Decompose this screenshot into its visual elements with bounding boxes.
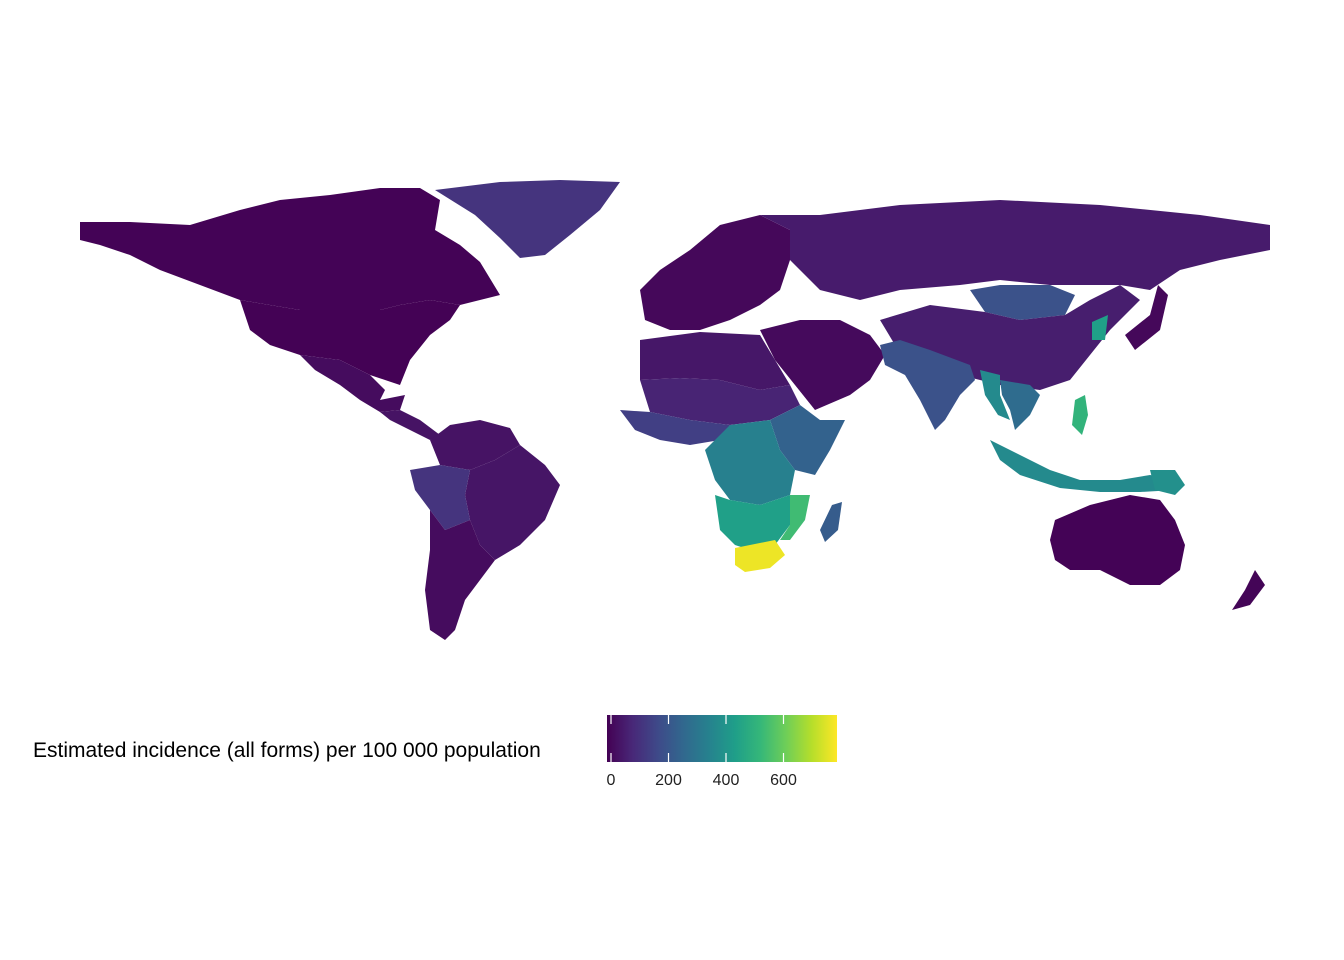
region-east-africa xyxy=(770,405,845,475)
region-central-africa xyxy=(705,420,795,505)
region-argentina-chile xyxy=(425,510,495,640)
legend-colorbar xyxy=(607,715,837,762)
region-greenland xyxy=(435,180,620,258)
region-russia xyxy=(760,200,1270,300)
region-indonesia xyxy=(990,440,1180,492)
region-north-africa xyxy=(640,332,790,390)
legend-tick-labels: 0 200 400 600 xyxy=(607,772,837,792)
region-canada xyxy=(80,188,500,310)
region-new-zealand xyxy=(1232,570,1265,610)
legend-tick-label: 200 xyxy=(655,772,682,789)
region-philippines xyxy=(1072,395,1088,435)
region-india xyxy=(880,340,975,430)
region-south-africa xyxy=(735,540,785,572)
region-middle-east xyxy=(760,320,885,410)
region-sahel xyxy=(640,378,800,425)
legend-tick-label: 400 xyxy=(712,772,740,789)
region-west-africa xyxy=(620,410,730,445)
region-japan xyxy=(1125,285,1168,350)
region-australia xyxy=(1050,495,1185,585)
region-peru-bolivia xyxy=(410,465,470,530)
legend-tick-label: 0 xyxy=(606,772,616,789)
legend-title: Estimated incidence (all forms) per 100 … xyxy=(33,739,541,762)
region-united-states xyxy=(240,300,460,385)
region-colombia-venezuela xyxy=(430,420,520,470)
legend-tick-label: 600 xyxy=(770,772,797,789)
region-madagascar xyxy=(820,502,842,542)
region-mexico xyxy=(300,355,405,412)
region-central-america xyxy=(380,410,440,440)
region-southern-africa xyxy=(715,495,790,550)
region-southeast-asia xyxy=(1000,380,1040,430)
region-mozambique xyxy=(780,495,810,540)
region-brazil xyxy=(465,445,560,560)
region-papua-new-guinea xyxy=(1150,470,1185,495)
region-korea xyxy=(1092,315,1108,340)
region-myanmar xyxy=(980,370,1010,420)
region-europe xyxy=(640,215,790,330)
region-mongolia xyxy=(970,285,1075,320)
